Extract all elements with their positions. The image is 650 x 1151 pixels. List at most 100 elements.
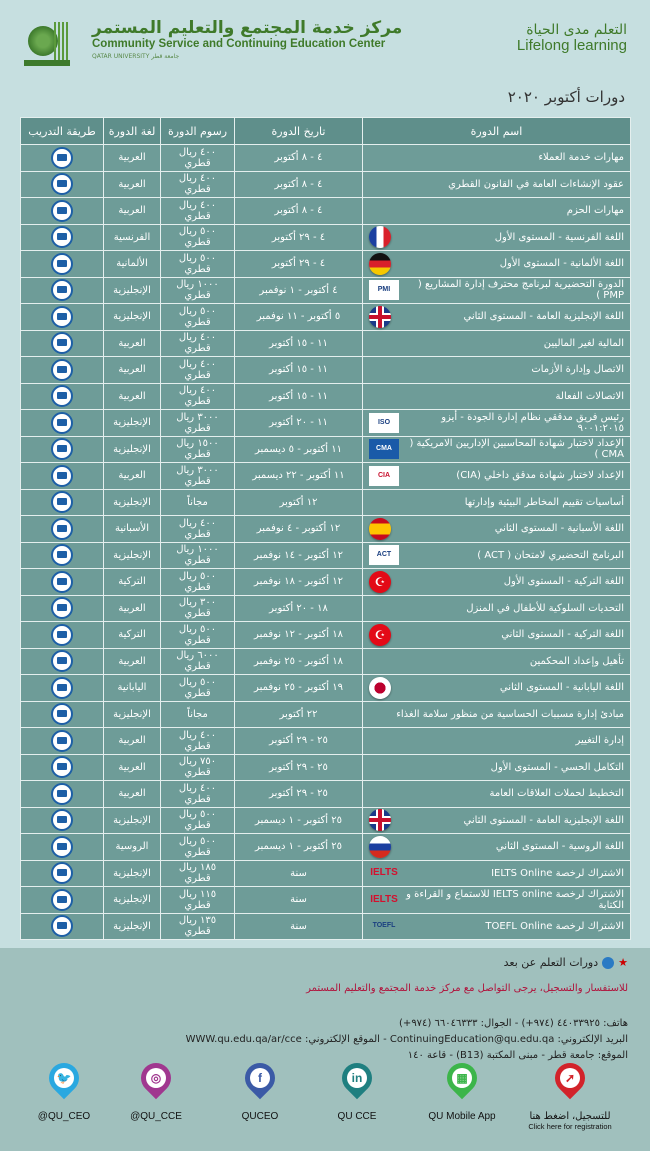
- course-language: العربية: [103, 382, 161, 410]
- course-name: أساسيات تقييم المخاطر البيئية وإدارتها: [362, 488, 631, 516]
- course-language: العربية: [103, 170, 161, 198]
- course-date: ١١ - ١٥ أكتوبر: [234, 382, 363, 410]
- course-language: العربية: [103, 329, 161, 357]
- social-link-app[interactable]: ▦ QU Mobile App: [412, 1056, 512, 1122]
- social-link-facebook[interactable]: f QUCEO: [210, 1056, 310, 1122]
- training-method: [20, 621, 104, 649]
- toefl-logo-icon: TOEFL: [372, 922, 396, 930]
- online-training-icon: [51, 782, 73, 805]
- training-method: [20, 833, 104, 861]
- training-method: [20, 356, 104, 384]
- table-row: أساسيات تقييم المخاطر البيئية وإدارتها ١…: [20, 488, 631, 516]
- course-date: ٢٢ أكتوبر: [234, 700, 363, 728]
- course-name: الدورة التحضيرية لبرنامج محترف إدارة الم…: [362, 276, 631, 304]
- training-method: [20, 276, 104, 304]
- course-language: العربية: [103, 753, 161, 781]
- course-date: ١٨ أكتوبر - ٢٥ نوفمبر: [234, 647, 363, 675]
- online-training-icon: [51, 517, 73, 540]
- online-training-icon: [51, 358, 73, 381]
- course-date: ٤ - ٢٩ أكتوبر: [234, 223, 363, 251]
- course-date: سنة: [234, 886, 363, 914]
- training-method: [20, 515, 104, 543]
- social-label: للتسجيل، اضغط هنا: [529, 1111, 611, 1122]
- course-name: التخطيط لحملات العلاقات العامة: [362, 780, 631, 808]
- course-language: العربية: [103, 462, 161, 490]
- remote-learning-icon: [602, 956, 615, 969]
- online-training-icon: [51, 570, 73, 593]
- course-language: التركية: [103, 621, 161, 649]
- center-name-ar: مركز خدمة المجتمع والتعليم المستمر: [92, 18, 403, 38]
- course-name: الاشتراك لرخصة IELTS online للاستماع و ا…: [362, 886, 631, 914]
- course-name: الإعداد لاختبار شهادة المحاسبين الإداريي…: [362, 435, 631, 463]
- table-row: التخطيط لحملات العلاقات العامة ٢٥ - ٢٩ أ…: [20, 780, 631, 808]
- table-row: الاشتراك لرخصة IELTS Online IELTS سنة ١٨٥…: [20, 859, 631, 887]
- course-date: ١١ أكتوبر - ٢٢ ديسمبر: [234, 462, 363, 490]
- course-fee: ٥٠٠ ريال قطري: [160, 250, 235, 278]
- social-link-twitter[interactable]: 🐦 @QU_CEO: [14, 1056, 114, 1122]
- course-fee: ١٨٥ ريال قطري: [160, 859, 235, 887]
- col-name: اسم الدورة: [362, 117, 631, 145]
- social-link-instagram[interactable]: ◎ @QU_CCE: [106, 1056, 206, 1122]
- social-label: QUCEO: [241, 1111, 279, 1122]
- online-training-icon: [51, 173, 73, 196]
- course-language: العربية: [103, 356, 161, 384]
- course-language: العربية: [103, 780, 161, 808]
- table-row: اللغة التركية - المستوى الثاني ☪ ١٨ أكتوب…: [20, 621, 631, 649]
- course-date: ١١ - ١٥ أكتوبر: [234, 329, 363, 357]
- ielts-logo-icon: IELTS: [370, 893, 398, 905]
- table-row: الإعداد لاختبار شهادة المحاسبين الإداريي…: [20, 435, 631, 463]
- online-training-icon: [51, 226, 73, 249]
- social-link-linkedin[interactable]: in QU CCE: [307, 1056, 407, 1122]
- online-training-icon: [51, 252, 73, 275]
- online-training-icon: [51, 385, 73, 408]
- course-fee: ٤٠٠ ريال قطري: [160, 329, 235, 357]
- course-name-text: اللغة التركية - المستوى الثاني: [501, 629, 624, 641]
- course-name: اللغة الأسبانية - المستوى الثاني: [362, 515, 631, 543]
- online-training-icon: [51, 544, 73, 567]
- course-language: الإنجليزية: [103, 700, 161, 728]
- course-date: ٤ - ٢٩ أكتوبر: [234, 250, 363, 278]
- course-fee: ٤٠٠ ريال قطري: [160, 727, 235, 755]
- cce-logo: [24, 20, 70, 66]
- star-icon: ★: [618, 956, 628, 969]
- course-date: ١٩ أكتوبر - ٢٥ نوفمبر: [234, 674, 363, 702]
- online-training-icon: [51, 411, 73, 434]
- flag-uk-icon: [369, 305, 391, 328]
- course-date: ١٢ أكتوبر - ١٤ نوفمبر: [234, 541, 363, 569]
- online-training-icon: [51, 729, 73, 752]
- course-language: الإنجليزية: [103, 886, 161, 914]
- course-name-text: اللغة الفرنسية - المستوى الأول: [494, 231, 624, 243]
- facebook-icon: f: [238, 1056, 282, 1100]
- pmi-logo-icon: PMI: [369, 280, 399, 301]
- course-fee: ٤٠٠ ريال قطري: [160, 515, 235, 543]
- course-date: ٤ - ٨ أكتوبر: [234, 197, 363, 225]
- email-website[interactable]: البريد الإلكتروني: ContinuingEducation@q…: [185, 1034, 628, 1045]
- online-training-icon: [51, 332, 73, 355]
- training-method: [20, 144, 104, 172]
- course-date: ٤ - ٨ أكتوبر: [234, 144, 363, 172]
- course-name-text: اللغة اليابانية - المستوى الثاني: [499, 682, 624, 694]
- course-name-text: الإعداد لاختبار شهادة المحاسبين الإداريي…: [409, 438, 624, 461]
- course-language: الإنجليزية: [103, 541, 161, 569]
- act-logo-icon: ACT: [369, 545, 399, 566]
- training-method: [20, 541, 104, 569]
- flag-spain-icon: [369, 517, 391, 540]
- course-fee: ٤٠٠ ريال قطري: [160, 144, 235, 172]
- social-link-cursor[interactable]: ➚ للتسجيل، اضغط هنا Click here for regist…: [520, 1056, 620, 1131]
- online-training-icon: [51, 279, 73, 302]
- course-date: سنة: [234, 912, 363, 940]
- course-fee: ٤٠٠ ريال قطري: [160, 780, 235, 808]
- course-name-text: مهارات الحزم: [566, 205, 624, 217]
- table-row: الاتصال وإدارة الأزمات ١١ - ١٥ أكتوبر ٤٠…: [20, 356, 631, 384]
- social-sublabel: Click here for registration: [528, 1122, 612, 1131]
- course-name: إدارة التغيير: [362, 727, 631, 755]
- online-training-icon: [51, 438, 73, 461]
- online-training-icon: [51, 809, 73, 832]
- center-name-en: Community Service and Continuing Educati…: [92, 38, 386, 50]
- table-row: إدارة التغيير ٢٥ - ٢٩ أكتوبر ٤٠٠ ريال قط…: [20, 727, 631, 755]
- online-training-icon: [51, 703, 73, 726]
- course-name-text: الإعداد لاختبار شهادة مدقق داخلي (CIA): [456, 470, 624, 482]
- table-row: اللغة التركية - المستوى الأول ☪ ١٢ أكتوبر…: [20, 568, 631, 596]
- course-language: الإنجليزية: [103, 409, 161, 437]
- course-date: ٤ - ٨ أكتوبر: [234, 170, 363, 198]
